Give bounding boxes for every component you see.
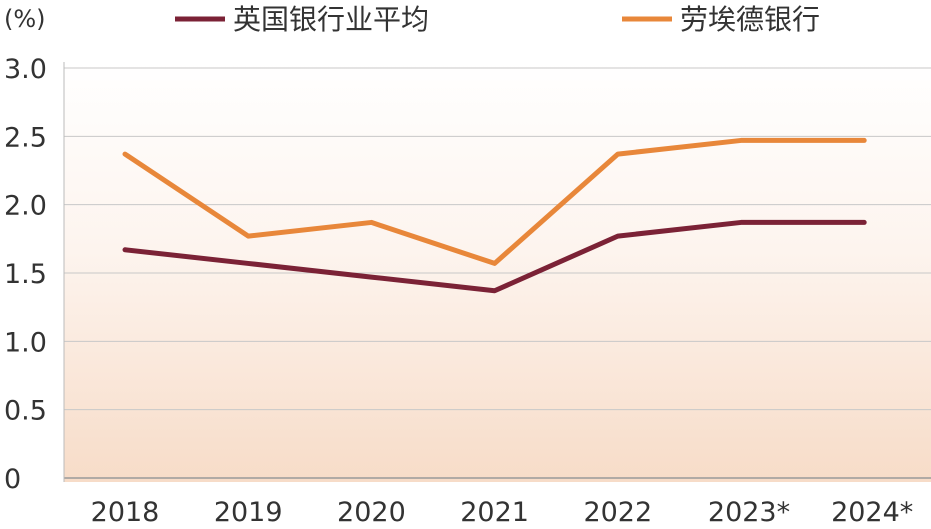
y-tick-label: 1.5 <box>4 259 47 290</box>
y-tick-label: 0 <box>4 464 21 495</box>
x-tick-label: 2020 <box>337 497 406 528</box>
plot-background <box>64 62 931 482</box>
y-tick-label: 3.0 <box>4 54 47 85</box>
y-axis-ticks: 3.0 2.5 2.0 1.5 1.0 0.5 0 <box>4 54 47 495</box>
x-tick-label: 2021 <box>460 497 529 528</box>
x-tick-label: 2024* <box>831 497 913 528</box>
x-tick-label: 2018 <box>91 497 160 528</box>
series-lines <box>122 137 867 294</box>
y-tick-label: 0.5 <box>4 396 47 427</box>
x-tick-label: 2022 <box>583 497 652 528</box>
gridlines <box>64 67 931 479</box>
y-unit-label: (%) <box>4 5 46 33</box>
x-tick-label: 2019 <box>214 497 283 528</box>
x-axis-ticks: 2018 2019 2020 2021 2022 2023* 2024* <box>91 497 914 528</box>
y-tick-label: 2.0 <box>4 191 47 222</box>
series-line-uk-average <box>122 219 867 294</box>
legend-label-lloyds: 劳埃德银行 <box>680 3 820 36</box>
legend: 英国银行业平均 劳埃德银行 <box>175 3 820 36</box>
y-tick-label: 2.5 <box>4 122 47 153</box>
x-tick-label: 2023* <box>708 497 790 528</box>
y-tick-label: 1.0 <box>4 327 47 358</box>
legend-label-uk-average: 英国银行业平均 <box>233 3 429 36</box>
series-line-lloyds <box>122 137 867 266</box>
